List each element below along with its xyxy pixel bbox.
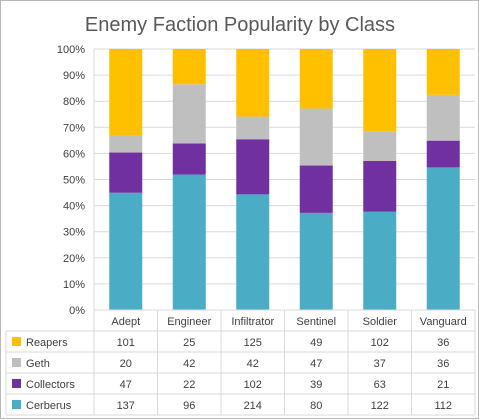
legend-key-cerberus (12, 400, 21, 409)
bar-segment-reapers-engineer (172, 49, 206, 85)
bar-segment-cerberus-sentinel (299, 212, 333, 310)
table-cell-value: 101 (117, 337, 135, 349)
y-tick-label: 90% (63, 70, 85, 82)
legend-label: Cerberus (26, 400, 72, 412)
bar-segment-collectors-infiltrator (236, 139, 270, 195)
legend-label: Reapers (26, 337, 68, 349)
y-tick-label: 10% (63, 279, 85, 291)
table-cell-value: 125 (244, 337, 262, 349)
category-label: Adept (111, 316, 140, 328)
table-cell-value: 47 (310, 358, 322, 370)
table-cell-value: 36 (437, 337, 449, 349)
category-label: Soldier (363, 316, 398, 328)
table-cell-value: 137 (117, 400, 135, 412)
bar-segment-cerberus-engineer (172, 174, 206, 310)
bar-segment-collectors-engineer (172, 143, 206, 175)
legend-key-reapers (12, 337, 21, 346)
table-cell-value: 21 (437, 379, 449, 391)
table-cell-value: 47 (120, 379, 132, 391)
y-tick-label: 0% (69, 305, 85, 317)
bar-segment-collectors-adept (109, 152, 143, 193)
bar-segment-geth-vanguard (426, 94, 460, 141)
bar-segment-collectors-soldier (363, 160, 397, 212)
table-cell-value: 42 (247, 358, 259, 370)
legend-label: Geth (26, 358, 50, 370)
table-cell-value: 112 (434, 400, 452, 412)
table-cell-value: 96 (183, 400, 195, 412)
y-tick-label: 50% (63, 175, 85, 187)
category-label: Sentinel (296, 316, 336, 328)
bar-segment-reapers-soldier (363, 49, 397, 132)
table-cell-value: 63 (374, 379, 386, 391)
category-label: Vanguard (420, 316, 467, 328)
bar-segment-reapers-sentinel (299, 49, 333, 109)
bar-segment-geth-sentinel (299, 108, 333, 166)
legend-key-collectors (12, 379, 21, 388)
y-tick-label: 30% (63, 227, 85, 239)
table-cell-value: 20 (120, 358, 132, 370)
data-table: Adept Engineer Infiltrator Sentinel Soldier V… (5, 49, 476, 416)
bar-segment-collectors-sentinel (299, 165, 333, 213)
bar-segment-geth-soldier (363, 131, 397, 161)
table-cell-value: 39 (310, 379, 322, 391)
bar-segment-cerberus-adept (109, 192, 143, 310)
bar-segment-geth-adept (109, 135, 143, 153)
table-cell-value: 22 (183, 379, 195, 391)
bar-segment-geth-engineer (172, 84, 206, 144)
bar-segment-reapers-infiltrator (236, 49, 270, 117)
gridlines (94, 48, 475, 311)
bars (109, 49, 460, 310)
category-label: Infiltrator (231, 316, 274, 328)
table-cell-value: 25 (183, 337, 195, 349)
table-cell-value: 122 (371, 400, 389, 412)
y-tick-label: 100% (57, 44, 85, 56)
bar-segment-cerberus-soldier (363, 211, 397, 310)
table-cell-value: 80 (310, 400, 322, 412)
table-cell-value: 37 (374, 358, 386, 370)
y-axis-ticks: 0% 10% 20% 30% 40% 50% 60% 70% 80% 90% 100% (57, 44, 85, 317)
bar-segment-collectors-vanguard (426, 140, 460, 168)
table-cell-value: 42 (183, 358, 195, 370)
legend-label: Collectors (26, 379, 75, 391)
legend-key-geth (12, 358, 21, 367)
bar-segment-cerberus-vanguard (426, 167, 460, 310)
y-tick-label: 60% (63, 148, 85, 160)
table-cell-value: 36 (437, 358, 449, 370)
category-label: Engineer (167, 316, 211, 328)
table-cell-value: 49 (310, 337, 322, 349)
bar-segment-reapers-vanguard (426, 49, 460, 95)
y-tick-label: 40% (63, 201, 85, 213)
y-tick-label: 80% (63, 96, 85, 108)
y-tick-label: 20% (63, 253, 85, 265)
table-cell-value: 102 (244, 379, 262, 391)
y-tick-label: 70% (63, 122, 85, 134)
chart-title: Enemy Faction Popularity by Class (85, 14, 395, 36)
bar-segment-geth-infiltrator (236, 116, 270, 140)
bar-segment-reapers-adept (109, 49, 143, 136)
table-cell-value: 102 (371, 337, 389, 349)
table-cell-value: 214 (244, 400, 262, 412)
bar-segment-cerberus-infiltrator (236, 194, 270, 310)
